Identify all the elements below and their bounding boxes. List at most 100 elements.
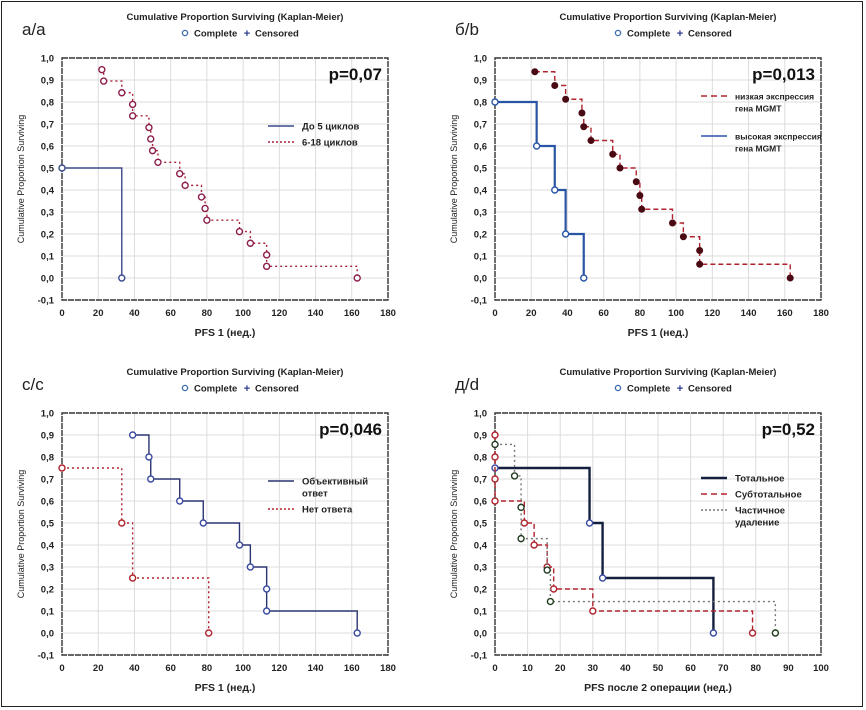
x-tick-label: 40 <box>620 663 631 674</box>
data-point <box>520 519 529 527</box>
data-point <box>551 186 559 194</box>
x-tick-label: 60 <box>685 663 696 674</box>
data-point <box>530 541 538 549</box>
data-point <box>549 585 558 593</box>
y-tick-label: 1,0 <box>474 54 487 65</box>
data-point <box>262 585 271 593</box>
data-point <box>531 68 539 76</box>
legend-series-label: Субтотальное <box>735 490 802 501</box>
x-tick-label: 80 <box>751 663 762 674</box>
marker-legend: Complete + Censored <box>181 383 299 395</box>
p-value-label: p=0,046 <box>319 420 382 439</box>
data-point <box>176 170 184 178</box>
data-point <box>510 472 519 480</box>
y-tick-label: 0,1 <box>474 607 488 618</box>
data-point <box>145 453 153 461</box>
grid <box>61 412 389 656</box>
data-point <box>98 65 106 74</box>
x-tick-label: 40 <box>129 308 140 319</box>
y-tick-label: 1,0 <box>41 54 54 65</box>
legend-censored-label: Censored <box>688 29 732 40</box>
legend-censored-label: Censored <box>688 384 732 395</box>
y-tick-label: 0,4 <box>474 186 488 197</box>
data-point <box>491 497 499 505</box>
y-tick-label: 0,7 <box>474 120 487 131</box>
x-tick-label: 60 <box>598 308 609 319</box>
panel-a: а/a Cumulative Proportion Surviving (Kap… <box>0 0 433 355</box>
data-point <box>197 193 206 201</box>
x-axis-label: PFS 1 (нед.) <box>195 327 256 339</box>
data-point <box>353 629 361 637</box>
y-tick-label: 0,3 <box>474 208 487 219</box>
km-chart-a: Cumulative Proportion Surviving (Kaplan-… <box>16 12 396 339</box>
km-chart-c: Cumulative Proportion Surviving (Kaplan-… <box>16 367 396 694</box>
data-point <box>748 629 757 637</box>
censored-marker-icon: + <box>677 28 683 40</box>
data-point <box>128 431 137 439</box>
km-chart-d: Cumulative Proportion Surviving (Kaplan-… <box>449 367 829 694</box>
y-tick-label: 0,5 <box>474 519 488 530</box>
x-tick-label: 160 <box>344 308 360 319</box>
complete-marker-icon <box>181 384 189 392</box>
y-tick-label: 0,8 <box>41 453 54 464</box>
data-point <box>118 519 126 527</box>
series-1 <box>491 464 718 637</box>
x-tick-label: 160 <box>777 308 793 319</box>
x-tick-label: 60 <box>165 308 176 319</box>
data-point <box>147 135 155 143</box>
data-point <box>638 205 646 213</box>
legend-complete-label: Complete <box>627 29 670 40</box>
y-axis-label: Cumulative Proportion Surviving <box>449 470 459 599</box>
x-tick-label: 30 <box>588 663 599 674</box>
y-tick-label: -0,1 <box>38 651 55 662</box>
y-tick-label: 0,5 <box>41 519 55 530</box>
legend-series-label: Нет ответа <box>302 505 353 516</box>
km-step-line <box>495 443 777 633</box>
y-tick-label: 0,9 <box>41 76 54 87</box>
x-tick-label: 160 <box>344 663 360 674</box>
x-tick-label: 120 <box>271 663 287 674</box>
legend-censored-label: Censored <box>255 29 299 40</box>
series-2 <box>491 431 757 637</box>
data-point <box>262 262 271 271</box>
legend-series-label: ответ <box>302 489 328 500</box>
complete-marker-icon <box>181 29 189 37</box>
data-point <box>517 534 525 543</box>
y-axis-label: Cumulative Proportion Surviving <box>16 470 26 599</box>
data-point <box>532 142 541 150</box>
data-point <box>580 123 588 131</box>
data-point <box>246 239 255 247</box>
legend-series-label: удаление <box>735 518 779 529</box>
data-point <box>203 216 211 224</box>
marker-legend: Complete + Censored <box>614 383 732 395</box>
data-point <box>546 597 555 606</box>
data-point <box>147 475 155 483</box>
marker-legend: Complete + Censored <box>614 28 732 40</box>
y-tick-label: 0,8 <box>474 98 487 109</box>
series-2 <box>58 464 213 637</box>
legend-series-label: гена MGMT <box>735 104 782 114</box>
data-point <box>491 475 499 483</box>
y-tick-label: 0,7 <box>41 475 54 486</box>
panel-d: д/d Cumulative Proportion Surviving (Kap… <box>433 355 866 710</box>
y-tick-label: 0,9 <box>41 431 54 442</box>
x-tick-label: 120 <box>704 308 720 319</box>
series-legend: До 5 циклов 6-18 циклов <box>268 122 360 149</box>
data-point <box>118 274 126 282</box>
x-tick-label: 20 <box>555 663 566 674</box>
y-tick-label: 0,8 <box>474 453 487 464</box>
data-point <box>679 233 687 241</box>
y-tick-label: 0,8 <box>41 98 54 109</box>
data-point <box>58 164 66 172</box>
x-tick-label: 180 <box>380 663 396 674</box>
legend-series-label: До 5 циклов <box>302 122 360 133</box>
data-point <box>696 247 704 254</box>
data-point <box>562 95 570 103</box>
x-tick-label: 80 <box>635 308 646 319</box>
data-point <box>578 109 586 117</box>
data-point <box>262 607 271 615</box>
x-tick-label: 50 <box>653 663 664 674</box>
series-1 <box>128 431 361 637</box>
data-point <box>154 158 162 166</box>
